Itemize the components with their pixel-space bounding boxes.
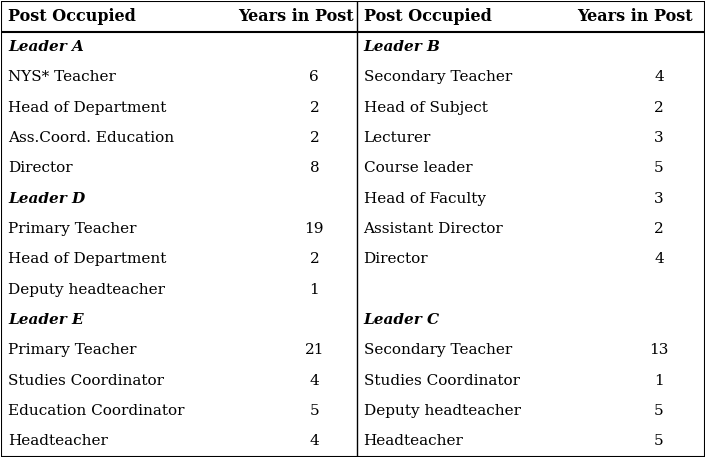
Text: 13: 13 — [650, 344, 669, 357]
Text: Deputy headteacher: Deputy headteacher — [8, 283, 165, 297]
Text: 4: 4 — [654, 252, 664, 267]
Text: 5: 5 — [654, 435, 664, 448]
Text: Assistant Director: Assistant Director — [364, 222, 503, 236]
Text: 3: 3 — [654, 191, 664, 206]
Text: Primary Teacher: Primary Teacher — [8, 344, 137, 357]
Text: Head of Subject: Head of Subject — [364, 101, 487, 114]
Text: Secondary Teacher: Secondary Teacher — [364, 70, 512, 84]
Text: Post Occupied: Post Occupied — [8, 8, 136, 25]
Text: Ass.Coord. Education: Ass.Coord. Education — [8, 131, 174, 145]
Text: 2: 2 — [654, 101, 664, 114]
Text: Post Occupied: Post Occupied — [364, 8, 491, 25]
Text: 2: 2 — [309, 101, 319, 114]
Text: 4: 4 — [309, 435, 319, 448]
Text: 8: 8 — [309, 161, 319, 175]
Text: Headteacher: Headteacher — [8, 435, 108, 448]
Text: Leader D: Leader D — [8, 191, 85, 206]
Text: 1: 1 — [654, 374, 664, 388]
Text: 2: 2 — [309, 252, 319, 267]
Text: Leader B: Leader B — [364, 40, 441, 54]
Text: 5: 5 — [309, 404, 319, 418]
Text: NYS* Teacher: NYS* Teacher — [8, 70, 116, 84]
Text: Headteacher: Headteacher — [364, 435, 463, 448]
Text: Course leader: Course leader — [364, 161, 472, 175]
Text: Director: Director — [8, 161, 73, 175]
Text: 2: 2 — [654, 222, 664, 236]
Text: 19: 19 — [304, 222, 324, 236]
Text: 1: 1 — [309, 283, 319, 297]
Text: 21: 21 — [304, 344, 324, 357]
Text: 4: 4 — [309, 374, 319, 388]
Text: Leader C: Leader C — [364, 313, 440, 327]
Text: Studies Coordinator: Studies Coordinator — [364, 374, 520, 388]
Text: Leader E: Leader E — [8, 313, 84, 327]
Text: Director: Director — [364, 252, 428, 267]
Text: 5: 5 — [654, 161, 664, 175]
Text: 4: 4 — [654, 70, 664, 84]
Text: Studies Coordinator: Studies Coordinator — [8, 374, 164, 388]
Text: Deputy headteacher: Deputy headteacher — [364, 404, 520, 418]
Text: Head of Department: Head of Department — [8, 252, 167, 267]
Text: Lecturer: Lecturer — [364, 131, 431, 145]
Text: 5: 5 — [654, 404, 664, 418]
Text: Leader A: Leader A — [8, 40, 84, 54]
Text: Primary Teacher: Primary Teacher — [8, 222, 137, 236]
Text: Education Coordinator: Education Coordinator — [8, 404, 185, 418]
Text: Years in Post: Years in Post — [577, 8, 693, 25]
Text: Head of Faculty: Head of Faculty — [364, 191, 486, 206]
Text: 2: 2 — [309, 131, 319, 145]
Text: Years in Post: Years in Post — [238, 8, 354, 25]
Text: 3: 3 — [654, 131, 664, 145]
Text: Head of Department: Head of Department — [8, 101, 167, 114]
Text: Secondary Teacher: Secondary Teacher — [364, 344, 512, 357]
Text: 6: 6 — [309, 70, 319, 84]
